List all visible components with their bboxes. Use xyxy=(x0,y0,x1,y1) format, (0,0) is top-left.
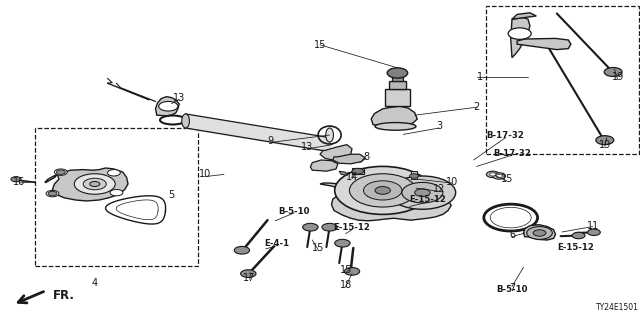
Polygon shape xyxy=(310,160,338,171)
Text: 10: 10 xyxy=(198,169,211,180)
Circle shape xyxy=(490,173,496,176)
Polygon shape xyxy=(320,183,451,221)
Circle shape xyxy=(387,68,408,78)
Circle shape xyxy=(159,101,178,111)
Bar xyxy=(486,6,639,154)
Text: B-17-32: B-17-32 xyxy=(493,149,531,158)
Circle shape xyxy=(349,174,416,207)
Text: E-4-1: E-4-1 xyxy=(264,239,289,248)
Polygon shape xyxy=(524,225,556,240)
Polygon shape xyxy=(156,97,179,116)
Polygon shape xyxy=(371,106,417,125)
Bar xyxy=(385,89,410,106)
Bar xyxy=(389,81,406,89)
Text: 10: 10 xyxy=(445,177,458,188)
Circle shape xyxy=(527,227,552,239)
Circle shape xyxy=(508,28,531,39)
Text: 12: 12 xyxy=(433,184,445,195)
Text: 3: 3 xyxy=(436,121,442,132)
Text: 8: 8 xyxy=(363,152,369,162)
Circle shape xyxy=(234,246,250,254)
Circle shape xyxy=(572,232,585,239)
Text: 9: 9 xyxy=(268,136,274,146)
Text: 19: 19 xyxy=(598,140,611,150)
Polygon shape xyxy=(339,171,348,175)
Ellipse shape xyxy=(375,123,416,130)
Circle shape xyxy=(11,177,21,182)
Text: 18: 18 xyxy=(339,280,352,290)
Polygon shape xyxy=(320,145,352,160)
Text: 2: 2 xyxy=(474,102,480,112)
Polygon shape xyxy=(333,154,365,164)
Circle shape xyxy=(410,174,419,178)
Text: 1: 1 xyxy=(477,72,483,82)
Polygon shape xyxy=(512,13,536,19)
Circle shape xyxy=(241,270,256,277)
Circle shape xyxy=(493,173,506,179)
Text: 7: 7 xyxy=(509,283,515,293)
Bar xyxy=(35,128,198,266)
Text: TY24E1501: TY24E1501 xyxy=(596,303,639,312)
Text: 15: 15 xyxy=(340,265,353,276)
Circle shape xyxy=(303,223,318,231)
Text: 13: 13 xyxy=(173,92,186,103)
Circle shape xyxy=(588,229,600,236)
Circle shape xyxy=(108,170,120,176)
Circle shape xyxy=(375,187,390,194)
Text: 6: 6 xyxy=(509,230,515,240)
Polygon shape xyxy=(517,38,571,50)
Circle shape xyxy=(496,174,502,178)
Polygon shape xyxy=(45,168,128,201)
Circle shape xyxy=(533,230,546,236)
Circle shape xyxy=(596,136,614,145)
Text: E-15-12: E-15-12 xyxy=(409,196,446,204)
Circle shape xyxy=(344,268,360,275)
Bar xyxy=(352,168,364,174)
Circle shape xyxy=(402,182,443,203)
Circle shape xyxy=(46,190,59,197)
Circle shape xyxy=(322,223,337,231)
Circle shape xyxy=(486,171,499,178)
Circle shape xyxy=(335,166,431,214)
Text: B-17-32: B-17-32 xyxy=(486,132,525,140)
Circle shape xyxy=(364,181,402,200)
Ellipse shape xyxy=(182,114,189,128)
Circle shape xyxy=(74,174,115,194)
Text: 17: 17 xyxy=(243,273,256,283)
Circle shape xyxy=(48,191,57,196)
Text: 14: 14 xyxy=(346,172,358,182)
Bar xyxy=(411,171,417,179)
Text: 13: 13 xyxy=(301,142,314,152)
Text: 15: 15 xyxy=(500,174,513,184)
Text: 16: 16 xyxy=(13,177,26,188)
Circle shape xyxy=(83,178,106,190)
Circle shape xyxy=(389,176,456,209)
Text: E-15-12: E-15-12 xyxy=(557,244,595,252)
Text: 4: 4 xyxy=(92,278,98,288)
Text: FR.: FR. xyxy=(52,289,74,301)
Circle shape xyxy=(335,239,350,247)
Circle shape xyxy=(604,68,622,76)
Text: B-5-10: B-5-10 xyxy=(496,285,528,294)
Circle shape xyxy=(415,189,430,196)
Bar xyxy=(392,77,403,81)
Text: 15: 15 xyxy=(314,40,326,50)
Circle shape xyxy=(352,168,364,174)
Text: 11: 11 xyxy=(586,220,599,231)
Text: 5: 5 xyxy=(168,190,175,200)
Text: E-15-12: E-15-12 xyxy=(333,223,371,232)
Circle shape xyxy=(490,207,531,228)
Polygon shape xyxy=(511,18,530,58)
Polygon shape xyxy=(13,177,19,182)
Text: 19: 19 xyxy=(611,72,624,83)
Circle shape xyxy=(110,189,123,196)
Circle shape xyxy=(56,170,65,174)
Text: B-5-10: B-5-10 xyxy=(278,207,310,216)
Circle shape xyxy=(90,181,100,187)
Ellipse shape xyxy=(326,128,333,142)
Text: 15: 15 xyxy=(312,243,324,253)
Circle shape xyxy=(54,169,67,175)
